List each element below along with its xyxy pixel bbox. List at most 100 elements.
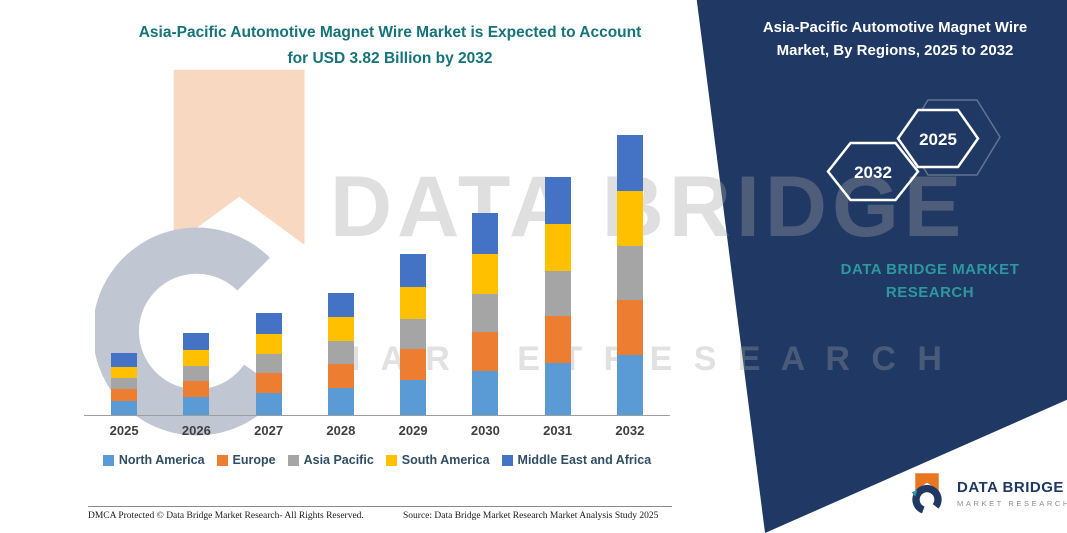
bar-segment-asia-pacific bbox=[544, 271, 571, 317]
chart-title: Asia-Pacific Automotive Magnet Wire Mark… bbox=[90, 20, 690, 73]
bar-segment-north-america bbox=[544, 362, 571, 415]
stacked-bar-2032 bbox=[616, 134, 643, 415]
dbmr-logo-tagline: MARKET RESEARCH bbox=[957, 498, 1067, 508]
bar-segment-north-america bbox=[255, 393, 282, 415]
side-panel-brand-line1: DATA BRIDGE MARKET bbox=[840, 261, 1020, 278]
bar-segment-north-america bbox=[616, 354, 643, 415]
bar-segment-south-america bbox=[327, 316, 354, 342]
bar-segment-europe bbox=[472, 332, 499, 371]
dbmr-logo: DATA BRIDGE MARKET RESEARCH bbox=[905, 471, 1067, 515]
legend-swatch bbox=[102, 454, 114, 466]
dbmr-logo-text: DATA BRIDGE MARKET RESEARCH bbox=[957, 479, 1067, 508]
hexagon-decoration bbox=[904, 99, 1001, 176]
bar-segment-middle-east-and-africa bbox=[255, 313, 282, 335]
legend-item-middle-east-and-africa: Middle East and Africa bbox=[501, 453, 652, 467]
bar-segment-asia-pacific bbox=[255, 354, 282, 374]
bar-slot-2032 bbox=[594, 134, 666, 415]
footer-divider bbox=[88, 506, 672, 507]
side-panel-brand-line2: RESEARCH bbox=[885, 284, 975, 302]
legend-label: Asia Pacific bbox=[303, 453, 374, 467]
dbmr-logo-name: DATA BRIDGE bbox=[957, 478, 1064, 496]
watermark-logo-flag bbox=[173, 69, 305, 245]
bar-segment-south-america bbox=[111, 366, 138, 379]
bar-segment-middle-east-and-africa bbox=[183, 332, 210, 350]
bar-segment-middle-east-and-africa bbox=[616, 134, 643, 191]
x-tick-label-2029: 2029 bbox=[398, 423, 428, 438]
legend-label: North America bbox=[118, 453, 205, 467]
bar-slot-2026 bbox=[160, 332, 232, 415]
bar-segment-europe bbox=[400, 349, 427, 380]
bar-segment-north-america bbox=[327, 387, 354, 415]
dbmr-logo-icon bbox=[911, 473, 942, 515]
bar-segment-middle-east-and-africa bbox=[400, 254, 427, 287]
side-panel-brand-text: DATA BRIDGE MARKET RESEARCH bbox=[790, 258, 1067, 305]
bar-slot-2027 bbox=[233, 313, 305, 415]
legend-swatch bbox=[385, 454, 397, 466]
legend-swatch bbox=[287, 454, 299, 466]
dmca-note: DMCA Protected © Data Bridge Market Rese… bbox=[88, 511, 364, 521]
bar-segment-europe bbox=[616, 299, 643, 355]
hexagon-2032 bbox=[826, 141, 920, 202]
bar-segment-europe bbox=[544, 316, 571, 363]
x-tick-label-2032: 2032 bbox=[615, 423, 645, 438]
stacked-bar-2031 bbox=[544, 176, 571, 415]
logo-teal-accent bbox=[911, 490, 918, 497]
bar-segment-south-america bbox=[472, 253, 499, 295]
stacked-bar-2027 bbox=[255, 313, 282, 415]
x-tick-label-2027: 2027 bbox=[254, 423, 284, 438]
legend-swatch bbox=[501, 454, 513, 466]
bar-slot-2028 bbox=[305, 292, 377, 415]
year-hexagons: 2032 2025 bbox=[826, 99, 1001, 202]
bar-segment-middle-east-and-africa bbox=[544, 176, 571, 225]
bar-segment-south-america bbox=[400, 286, 427, 319]
legend-label: South America bbox=[401, 453, 490, 467]
bar-segment-south-america bbox=[616, 190, 643, 246]
bar-slot-2031 bbox=[522, 176, 594, 415]
stacked-bar-2030 bbox=[472, 213, 499, 415]
watermark-text-line1: DATA BRIDGE bbox=[330, 159, 967, 255]
stacked-bar-2029 bbox=[400, 254, 427, 415]
legend-label: Middle East and Africa bbox=[517, 453, 652, 467]
x-tick-label-2031: 2031 bbox=[543, 423, 573, 438]
bar-slot-2030 bbox=[449, 213, 521, 415]
chart-title-line2: for USD 3.82 Billion by 2032 bbox=[287, 50, 493, 68]
hexagon-2025-label: 2025 bbox=[919, 130, 957, 149]
x-tick-label-2030: 2030 bbox=[470, 423, 500, 438]
bar-segment-asia-pacific bbox=[111, 378, 138, 390]
bar-segment-south-america bbox=[183, 349, 210, 366]
bar-segment-north-america bbox=[183, 396, 210, 415]
bar-segment-north-america bbox=[400, 379, 427, 415]
side-panel-title-line1: Asia-Pacific Automotive Magnet Wire bbox=[762, 19, 1028, 36]
source-note: Source: Data Bridge Market Research Mark… bbox=[403, 511, 659, 521]
bar-segment-south-america bbox=[544, 224, 571, 272]
x-tick-label-2025: 2025 bbox=[109, 423, 139, 438]
hexagon-2032-label: 2032 bbox=[854, 163, 892, 182]
bar-slot-2029 bbox=[377, 254, 449, 415]
legend-label: Europe bbox=[232, 453, 276, 467]
bar-segment-middle-east-and-africa bbox=[327, 292, 354, 317]
hexagon-2025 bbox=[896, 108, 980, 169]
legend-swatch bbox=[216, 454, 228, 466]
bar-segment-north-america bbox=[472, 371, 499, 415]
x-axis-line bbox=[84, 415, 670, 416]
legend-item-asia-pacific: Asia Pacific bbox=[287, 453, 374, 467]
bar-segment-south-america bbox=[255, 334, 282, 355]
bar-slot-2025 bbox=[88, 352, 160, 415]
bar-segment-north-america bbox=[111, 401, 138, 415]
bar-segment-asia-pacific bbox=[183, 365, 210, 381]
bar-segment-europe bbox=[327, 363, 354, 388]
bar-segment-europe bbox=[111, 389, 138, 402]
bar-segment-middle-east-and-africa bbox=[111, 352, 138, 367]
chart-title-line1: Asia-Pacific Automotive Magnet Wire Mark… bbox=[138, 24, 642, 41]
stacked-bar-2026 bbox=[183, 332, 210, 415]
x-tick-label-2026: 2026 bbox=[181, 423, 211, 438]
bar-segment-asia-pacific bbox=[327, 341, 354, 364]
stacked-bar-2025 bbox=[111, 352, 138, 415]
legend-item-north-america: North America bbox=[102, 453, 205, 467]
logo-arc-shape bbox=[912, 484, 942, 515]
bars-row bbox=[88, 107, 666, 415]
side-panel-title: Asia-Pacific Automotive Magnet Wire Mark… bbox=[735, 16, 1055, 63]
bar-segment-europe bbox=[183, 380, 210, 397]
x-tick-label-2028: 2028 bbox=[326, 423, 356, 438]
